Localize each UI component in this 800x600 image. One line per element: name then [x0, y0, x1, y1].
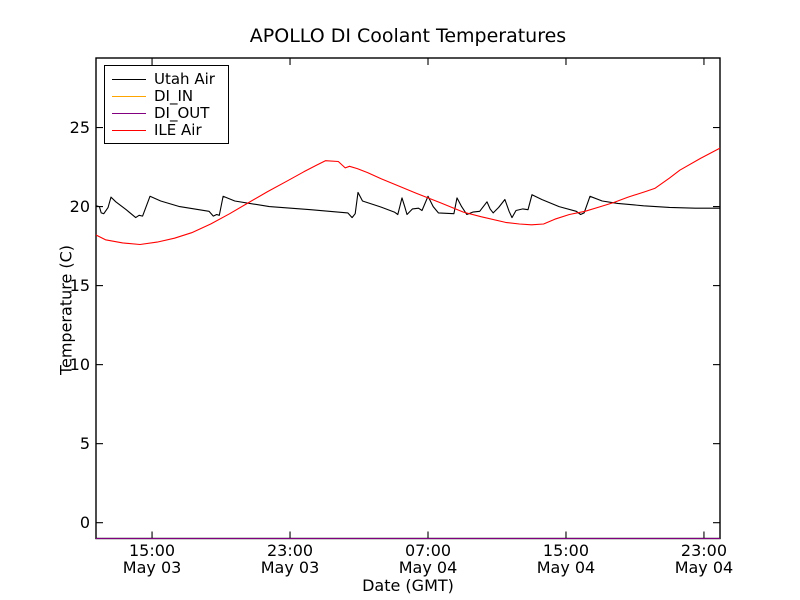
- x-tick-time: 23:00: [680, 541, 727, 560]
- legend-item: ILE Air: [112, 122, 221, 139]
- x-tick-label: 07:00 May 04: [383, 542, 473, 576]
- x-tick-time: 15:00: [128, 541, 176, 560]
- chart-title: APOLLO DI Coolant Temperatures: [249, 25, 567, 47]
- legend-line-sample: [112, 96, 146, 97]
- x-tick-date: May 04: [398, 558, 458, 577]
- x-tick-date: May 04: [536, 558, 596, 577]
- x-tick-date: May 03: [260, 558, 320, 577]
- x-tick-time: 23:00: [266, 541, 314, 560]
- legend-label: Utah Air: [154, 70, 215, 88]
- legend-line-sample: [112, 130, 146, 131]
- legend-line-sample: [112, 79, 146, 80]
- y-tick-label: 0: [79, 512, 90, 532]
- x-tick-label: 15:00 May 04: [521, 542, 611, 576]
- y-tick-label: 10: [69, 354, 90, 374]
- y-tick-label: 15: [69, 275, 90, 295]
- x-tick-label: 23:00 May 04: [659, 542, 749, 576]
- x-tick-date: May 04: [674, 558, 734, 577]
- x-tick-label: 23:00 May 03: [245, 542, 335, 576]
- y-tick-label: 20: [69, 196, 90, 216]
- x-axis-label: Date (GMT): [362, 576, 454, 595]
- legend: Utah Air DI_IN DI_OUT ILE Air: [104, 65, 229, 144]
- x-tick-time: 07:00: [404, 541, 452, 560]
- legend-item: DI_IN: [112, 88, 221, 105]
- legend-item: Utah Air: [112, 71, 221, 88]
- legend-line-sample: [112, 113, 146, 114]
- legend-label: ILE Air: [154, 121, 202, 139]
- legend-item: DI_OUT: [112, 105, 221, 122]
- x-tick-label: 15:00 May 03: [107, 542, 197, 576]
- y-tick-label: 25: [69, 117, 90, 137]
- series-line-utah-air: [95, 191, 720, 219]
- x-tick-time: 15:00: [542, 541, 590, 560]
- x-tick-date: May 03: [122, 558, 182, 577]
- series-line-ile-air: [95, 147, 721, 246]
- legend-label: DI_OUT: [154, 104, 210, 122]
- y-tick-label: 5: [79, 433, 90, 453]
- legend-label: DI_IN: [154, 87, 194, 105]
